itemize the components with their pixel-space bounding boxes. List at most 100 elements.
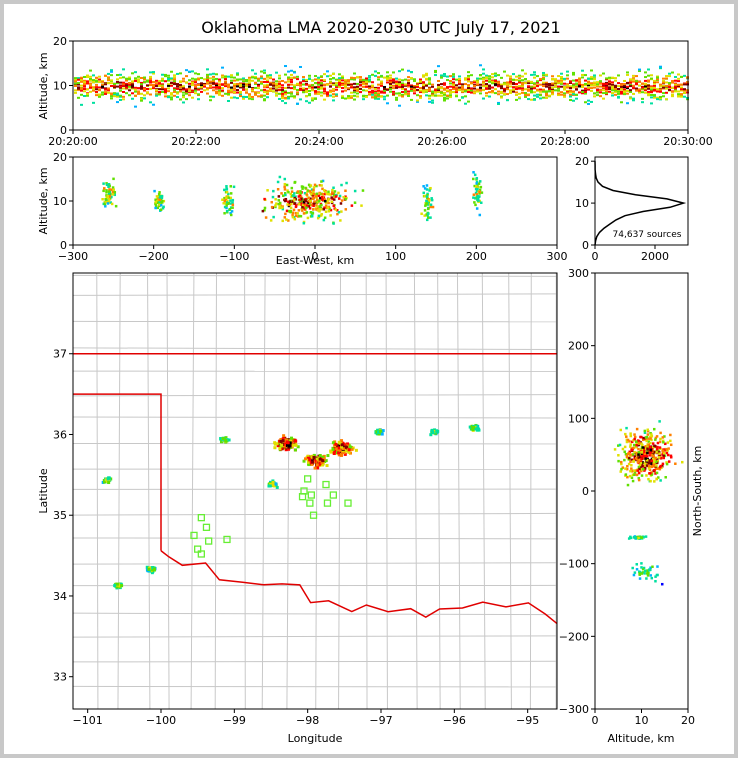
density-cell	[160, 194, 164, 198]
density-cell	[278, 175, 282, 179]
density-cell	[497, 93, 500, 96]
density-cell	[74, 78, 77, 81]
density-cell	[474, 197, 477, 200]
density-cell	[191, 70, 194, 73]
density-cell	[431, 99, 434, 102]
density-cell	[640, 572, 644, 575]
density-cell	[422, 75, 425, 78]
density-cell	[632, 80, 635, 83]
density-cell	[404, 78, 407, 81]
density-cell	[632, 443, 636, 447]
density-cell	[305, 95, 308, 98]
density-cell	[365, 78, 368, 81]
density-cell	[641, 571, 645, 574]
density-cell	[344, 195, 347, 198]
density-cell	[654, 456, 657, 460]
density-cell	[629, 97, 632, 100]
density-cell	[646, 429, 650, 433]
density-cell	[291, 211, 295, 215]
density-cell	[307, 196, 310, 200]
density-cell	[386, 81, 389, 84]
density-cell	[524, 82, 527, 85]
density-cell	[642, 450, 646, 454]
density-cell	[161, 73, 164, 76]
density-cell	[287, 200, 290, 204]
density-cell	[225, 206, 228, 210]
density-cell	[659, 85, 662, 88]
density-cell	[626, 452, 630, 456]
density-cell	[137, 91, 140, 94]
density-cell	[326, 70, 329, 73]
station-marker	[197, 513, 205, 522]
density-cell	[623, 83, 626, 86]
density-cell	[428, 89, 431, 92]
density-cell	[320, 75, 323, 78]
density-cell	[626, 71, 629, 74]
density-cell	[640, 562, 643, 565]
density-cell	[478, 188, 482, 192]
density-cell	[225, 185, 228, 188]
density-cell	[479, 92, 482, 95]
density-cell	[110, 95, 113, 98]
density-cell	[515, 93, 518, 96]
density-cell	[426, 203, 429, 206]
density-cell	[554, 78, 557, 81]
density-cell	[80, 76, 83, 79]
density-cell	[224, 85, 227, 88]
density-cell	[229, 199, 232, 202]
density-cell	[633, 450, 636, 454]
density-cell	[317, 194, 321, 198]
density-cell	[324, 459, 328, 463]
density-cell	[310, 188, 314, 191]
density-cell	[227, 100, 230, 103]
density-cell	[475, 193, 479, 196]
density-cell	[419, 86, 422, 89]
density-cell	[621, 466, 625, 469]
density-cell	[527, 88, 530, 91]
density-cell	[485, 92, 488, 95]
density-cell	[260, 80, 263, 83]
density-cell	[527, 82, 530, 85]
density-cell	[359, 81, 362, 84]
density-cell	[377, 97, 380, 100]
density-cell	[497, 81, 500, 84]
density-cell	[347, 80, 350, 83]
density-cell	[429, 203, 433, 207]
density-cell	[485, 85, 488, 88]
density-cell	[299, 190, 302, 193]
density-cell	[297, 195, 301, 198]
density-cell	[605, 86, 608, 89]
density-cell	[338, 77, 341, 80]
density-cell	[536, 75, 539, 78]
density-cell	[649, 437, 652, 440]
density-cell	[281, 79, 284, 82]
plan-view-ylabel: Latitude	[37, 468, 50, 514]
density-cell	[310, 192, 313, 196]
density-cell	[239, 86, 242, 89]
density-cell	[659, 88, 662, 91]
density-cell	[122, 76, 125, 79]
density-cell	[646, 447, 649, 450]
density-cell	[677, 85, 680, 88]
density-cell	[617, 82, 620, 85]
density-cell	[640, 442, 643, 445]
density-cell	[164, 92, 167, 95]
density-cell	[278, 201, 282, 205]
density-cell	[353, 77, 356, 80]
county-line	[481, 273, 486, 709]
density-cell	[650, 90, 653, 93]
density-cell	[98, 89, 101, 92]
density-cell	[223, 212, 226, 215]
density-cell	[645, 439, 648, 443]
density-cell	[645, 464, 649, 467]
density-cell	[299, 81, 302, 84]
density-cell	[286, 441, 290, 445]
density-cell	[368, 93, 371, 96]
density-cell	[245, 85, 248, 88]
density-cell	[353, 86, 356, 89]
density-cell	[170, 78, 173, 81]
density-cell	[296, 445, 300, 449]
density-cell	[643, 461, 647, 465]
density-cell	[674, 75, 677, 78]
